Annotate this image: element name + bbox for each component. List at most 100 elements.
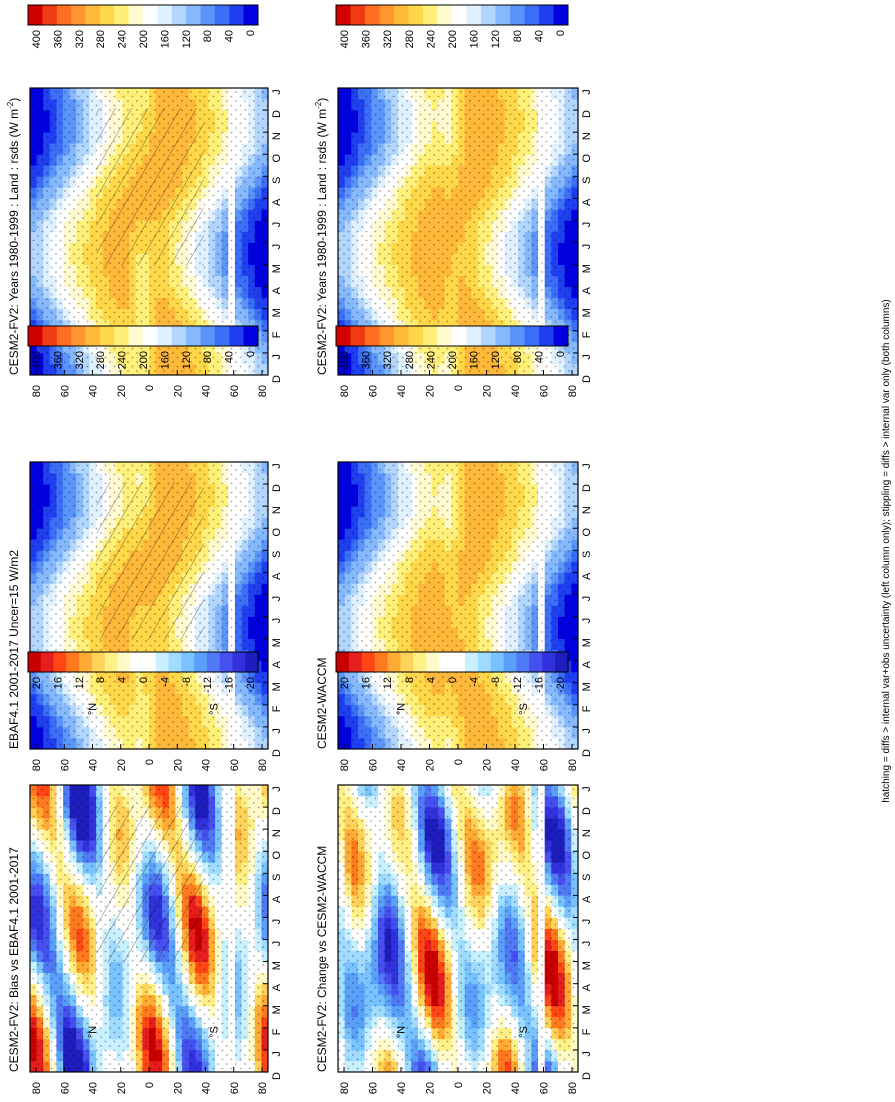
lat-tick-label: 80 <box>31 385 43 397</box>
panel-title: CESM2-FV2: Bias vs EBAF4.1 2001-2017 <box>7 847 21 1072</box>
colorbar-swatch <box>524 5 540 25</box>
colorbar-tick-label: 12 <box>74 677 86 689</box>
colorbar-swatch <box>365 5 380 25</box>
panel-title: CESM2-FV2: Years 1980-1999 : Land : rsds… <box>314 98 329 375</box>
month-tick-label: D <box>271 749 283 757</box>
colorbar-swatch <box>130 652 144 672</box>
colorbar-swatch <box>394 5 409 25</box>
lat-tick-label: 40 <box>88 1082 100 1094</box>
colorbar-tick-label: -4 <box>159 677 171 687</box>
colorbar-tick-label: -12 <box>202 677 214 693</box>
colorbar-swatch <box>219 652 233 672</box>
colorbar-swatch <box>553 5 569 25</box>
month-tick-label: J <box>271 463 283 469</box>
month-tick-label: J <box>271 354 283 360</box>
panel-model-a-right: DJFMAMJJASONDJ80604020020406080°N°SCESM2… <box>314 87 593 397</box>
month-tick-label: M <box>271 682 283 691</box>
month-tick-label: S <box>271 874 283 881</box>
month-tick-label: F <box>581 331 593 338</box>
month-tick-label: D <box>271 807 283 815</box>
month-tick-label: J <box>581 89 593 95</box>
colorbar-frame <box>27 651 259 673</box>
colorbar-tick-label: 8 <box>95 677 107 683</box>
month-tick-label: J <box>271 786 283 792</box>
month-tick-label: O <box>271 528 283 537</box>
month-tick-label: J <box>581 244 593 250</box>
colorbar-swatch <box>168 652 182 672</box>
month-tick-label: O <box>581 154 593 163</box>
lat-tick-label: 20 <box>172 759 184 771</box>
lat-tick-label: 40 <box>88 385 100 397</box>
colorbar-swatch <box>171 5 187 25</box>
lat-tick-label: 60 <box>229 385 241 397</box>
lat-tick-label: 40 <box>510 385 522 397</box>
title-end: ) <box>315 98 329 102</box>
colorbar-tick-label: 200 <box>447 30 459 48</box>
colorbar-swatch <box>40 652 54 672</box>
colorbar-swatch <box>214 326 230 346</box>
colorbar-tick-label: 280 <box>404 30 416 48</box>
lat-tick-label: 20 <box>172 1082 184 1094</box>
colorbar-swatch <box>28 326 43 346</box>
colorbar-swatch <box>539 5 554 25</box>
month-tick-label: M <box>271 638 283 647</box>
colorbar-tick-label: 160 <box>159 351 171 369</box>
colorbar-tick-label: 400 <box>31 30 43 48</box>
colorbar-swatch <box>157 5 173 25</box>
lat-tick-label: 0 <box>453 385 465 391</box>
colorbar-swatch <box>423 5 438 25</box>
month-tick-label: J <box>581 354 593 360</box>
colorbar-tick-label: 160 <box>469 30 481 48</box>
colorbar-frame <box>27 4 259 26</box>
month-tick-label: M <box>271 1005 283 1014</box>
colorbar-swatch <box>336 5 351 25</box>
colorbar-swatch <box>114 326 129 346</box>
colorbar-tick-label: 120 <box>181 30 193 48</box>
month-tick-label: F <box>271 705 283 712</box>
lat-tick-label: 20 <box>116 385 128 397</box>
month-tick-label: N <box>581 132 593 140</box>
lat-tick-label: 40 <box>201 1082 213 1094</box>
colorbar-tick-label: 0 <box>138 677 150 683</box>
lat-tick-label: 40 <box>396 385 408 397</box>
colorbar-swatch <box>71 326 86 346</box>
colorbar-tick-label: 160 <box>159 30 171 48</box>
month-tick-label: S <box>271 177 283 184</box>
panel-title: EBAF4.1 2001-2017 Uncer=15 W/m2 <box>7 550 21 749</box>
colorbar-swatch <box>229 5 244 25</box>
colorbar-swatch <box>117 652 131 672</box>
hatch-overlay <box>96 805 204 963</box>
month-tick-label: A <box>271 983 283 991</box>
colorbar-tick-label: 320 <box>382 30 394 48</box>
month-tick-label: O <box>271 851 283 860</box>
month-tick-label: D <box>581 110 593 118</box>
colorbar-swatch <box>186 5 201 25</box>
colorbar-swatch <box>66 652 80 672</box>
colorbar-swatch <box>243 5 259 25</box>
month-tick-label: A <box>271 198 283 206</box>
colorbar-swatch <box>194 652 208 672</box>
lat-hemisphere-label: °N <box>87 1026 99 1038</box>
colorbar-swatch <box>91 652 105 672</box>
month-tick-label: J <box>271 1051 283 1057</box>
lat-tick-label: 0 <box>144 1082 156 1088</box>
colorbar-swatch <box>481 5 496 25</box>
month-tick-label: F <box>271 1028 283 1035</box>
panel-model-a: DJFMAMJJASONDJ80604020020406080°N°SCESM2… <box>6 87 283 397</box>
colorbar-tick-label: 400 <box>31 351 43 369</box>
colorbar-swatch <box>99 5 115 25</box>
colorbar-swatch <box>181 652 195 672</box>
colorbar-model-a-right: 400 360 320 280 240 200 160 120 80 40 0 <box>335 4 569 48</box>
month-tick-label: N <box>271 132 283 140</box>
colorbar-swatch <box>56 5 72 25</box>
colorbar-swatch <box>200 326 216 346</box>
month-tick-label: J <box>271 728 283 734</box>
lat-tick-label: 20 <box>116 759 128 771</box>
colorbar-tick-label: 360 <box>361 30 373 48</box>
month-tick-label: D <box>271 484 283 492</box>
lat-tick-label: 40 <box>88 759 100 771</box>
month-tick-label: D <box>581 375 593 383</box>
colorbar-swatch <box>104 652 118 672</box>
colorbar-swatch <box>143 652 157 672</box>
